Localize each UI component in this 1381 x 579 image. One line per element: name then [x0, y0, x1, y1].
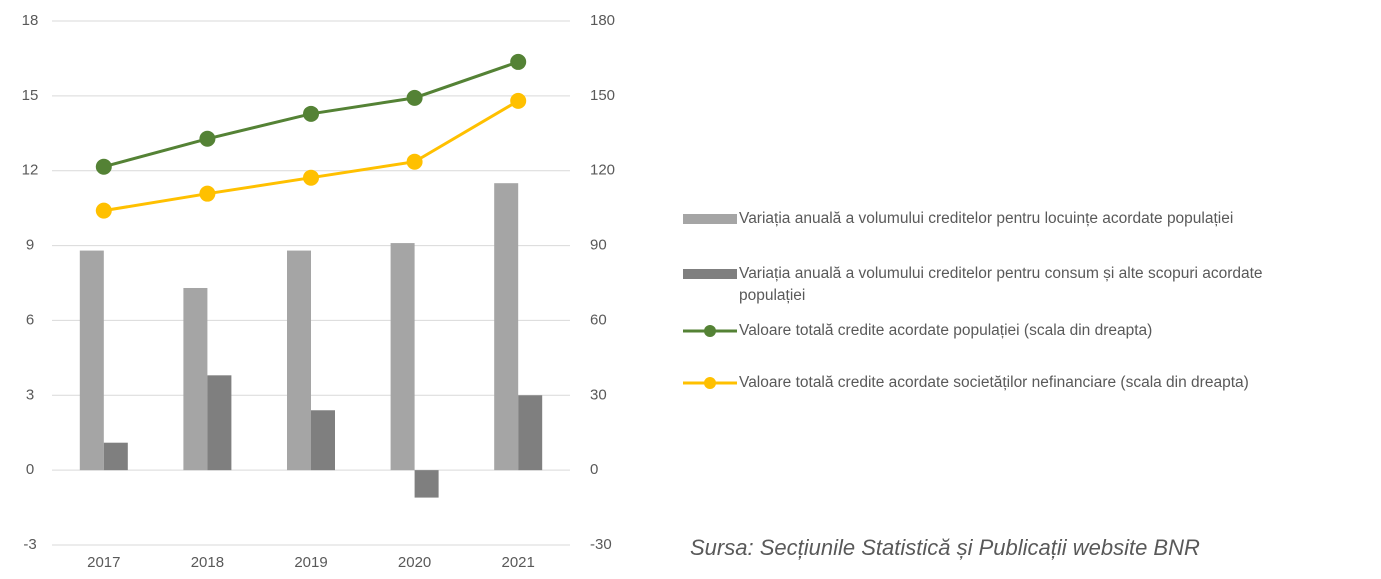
bar	[390, 243, 415, 471]
legend-label: Valoare totală credite acordate populați…	[739, 322, 1153, 339]
y-tick-label: 12	[22, 162, 39, 179]
y-tick-label: 6	[26, 311, 34, 328]
bar	[494, 183, 519, 471]
y2-tick-label: 60	[590, 311, 607, 328]
legend-item: Variația anuală a volumului creditelor p…	[683, 208, 1373, 230]
legend-item: Valoare totală credite acordate populați…	[683, 320, 1373, 342]
bar	[518, 395, 543, 471]
bar	[183, 287, 208, 471]
x-tick-label: 2017	[87, 554, 120, 571]
legend-swatch	[683, 214, 737, 224]
x-tick-label: 2020	[398, 554, 431, 571]
legend-item: Variația anuală a volumului creditelor p…	[683, 263, 1373, 307]
bar	[414, 470, 439, 498]
legend-label: Variația anuală a volumului creditelor p…	[739, 210, 1234, 227]
marker	[303, 169, 319, 186]
marker	[406, 153, 423, 170]
x-tick-label: 2018	[191, 554, 224, 571]
marker	[510, 53, 527, 70]
legend-swatch	[683, 325, 737, 337]
legend-item: Valoare totală credite acordate societăț…	[683, 372, 1373, 394]
legend-label: Variația anuală a volumului creditelor p…	[739, 265, 1263, 304]
bar	[207, 375, 232, 471]
marker	[95, 202, 112, 219]
marker	[199, 185, 216, 202]
legend-swatch	[683, 377, 737, 389]
marker	[406, 89, 423, 106]
y2-tick-label: 30	[590, 386, 607, 403]
y-tick-label: -3	[23, 536, 36, 553]
y2-tick-label: 0	[590, 461, 598, 478]
source: Sursa: Secțiunile Statistică și Publicaț…	[690, 535, 1200, 560]
swatch	[683, 269, 737, 279]
x-tick-label: 2019	[294, 554, 327, 571]
y-tick-label: 3	[26, 386, 34, 403]
marker	[95, 158, 112, 175]
swatch	[704, 377, 716, 389]
y2-tick-label: 120	[590, 162, 615, 179]
legend-swatch	[683, 269, 737, 279]
y-tick-label: 15	[22, 87, 39, 104]
y2-tick-label: 180	[590, 12, 615, 29]
legend-label: Valoare totală credite acordate societăț…	[739, 374, 1249, 391]
y-tick-label: 0	[26, 461, 34, 478]
y2-tick-label: 150	[590, 87, 615, 104]
bar	[79, 250, 104, 471]
bar	[103, 442, 128, 471]
marker	[199, 130, 216, 147]
bar	[287, 250, 311, 471]
y-tick-label: 18	[22, 12, 39, 29]
swatch	[704, 325, 716, 337]
y2-tick-label: -30	[590, 536, 612, 553]
marker	[303, 105, 319, 122]
y2-tick-label: 90	[590, 237, 607, 254]
bar	[311, 410, 335, 471]
swatch	[683, 214, 737, 224]
x-tick-label: 2021	[502, 554, 535, 571]
marker	[510, 92, 527, 109]
y-tick-label: 9	[26, 237, 34, 254]
